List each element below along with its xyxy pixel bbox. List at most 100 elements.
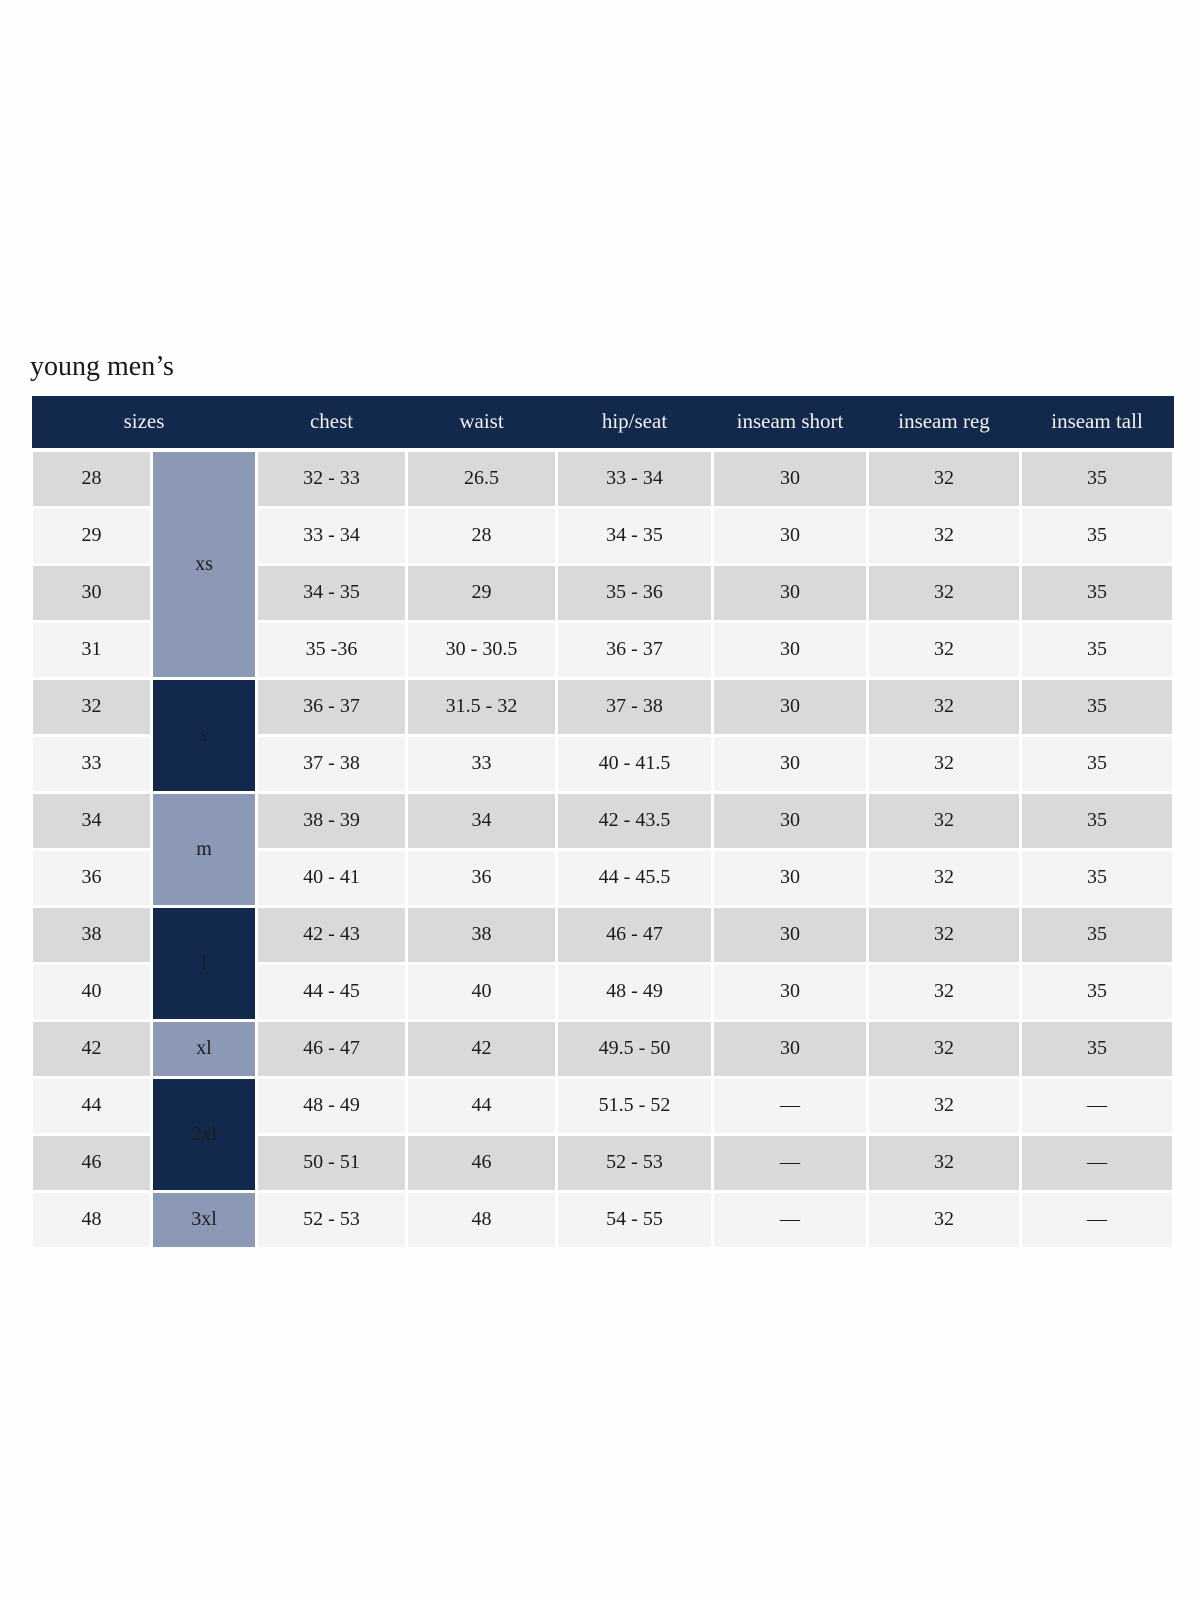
- cell-waist: 46: [405, 1132, 559, 1193]
- cell-inseam-short: 30: [711, 1018, 870, 1079]
- cell-chest: 32 - 33: [255, 448, 409, 509]
- cell-chest: 44 - 45: [255, 961, 409, 1022]
- col-header-waist: waist: [406, 395, 557, 452]
- cell-inseam-short: 30: [711, 733, 870, 794]
- size-group-l: l: [149, 904, 259, 1022]
- cell-inseam-tall: 35: [1019, 961, 1176, 1022]
- cell-inseam-tall: 35: [1019, 847, 1176, 908]
- table-row: 32 s 36 - 37 31.5 - 32 37 - 38 30 32 35: [30, 676, 1176, 794]
- cell-chest: 33 - 34: [255, 505, 409, 566]
- cell-inseam-short: —: [711, 1132, 870, 1193]
- cell-inseam-reg: 32: [866, 676, 1023, 737]
- cell-waist: 30 - 30.5: [405, 619, 559, 680]
- table-row: 42 xl 46 - 47 42 49.5 - 50 30 32 35: [30, 1018, 1176, 1079]
- size-chart-section: young men’s sizes chest waist hip/seat i…: [30, 350, 1176, 1250]
- cell-inseam-short: 30: [711, 562, 870, 623]
- cell-chest: 50 - 51: [255, 1132, 409, 1193]
- cell-inseam-reg: 32: [866, 847, 1023, 908]
- cell-hip-seat: 40 - 41.5: [555, 733, 715, 794]
- cell-inseam-reg: 32: [866, 562, 1023, 623]
- cell-inseam-reg: 32: [866, 448, 1023, 509]
- cell-inseam-short: —: [711, 1189, 870, 1250]
- table-row: 38 l 42 - 43 38 46 - 47 30 32 35: [30, 904, 1176, 1022]
- cell-hip-seat: 33 - 34: [555, 448, 715, 509]
- cell-inseam-short: 30: [711, 448, 870, 509]
- cell-inseam-short: 30: [711, 847, 870, 908]
- cell-inseam-tall: 35: [1019, 904, 1176, 965]
- cell-inseam-tall: 35: [1019, 790, 1176, 851]
- cell-size: 48: [30, 1189, 153, 1250]
- cell-waist: 26.5: [405, 448, 559, 509]
- cell-inseam-tall: 35: [1019, 676, 1176, 737]
- cell-hip-seat: 34 - 35: [555, 505, 715, 566]
- cell-chest: 35 -36: [255, 619, 409, 680]
- cell-size: 31: [30, 619, 153, 680]
- cell-size: 29: [30, 505, 153, 566]
- cell-chest: 48 - 49: [255, 1075, 409, 1136]
- size-group-m: m: [149, 790, 259, 908]
- cell-inseam-reg: 32: [866, 733, 1023, 794]
- cell-waist: 40: [405, 961, 559, 1022]
- cell-inseam-short: 30: [711, 505, 870, 566]
- col-header-chest: chest: [256, 395, 407, 452]
- table-row: 28 xs 32 - 33 26.5 33 - 34 30 32 35: [30, 448, 1176, 680]
- header-row: sizes chest waist hip/seat inseam short …: [31, 395, 1174, 452]
- table-row: 30 34 - 35 29 35 - 36 30 32 35: [30, 562, 1176, 623]
- size-group-xl: xl: [149, 1018, 259, 1079]
- cell-chest: 37 - 38: [255, 733, 409, 794]
- chart-title: young men’s: [30, 351, 174, 382]
- cell-chest: 34 - 35: [255, 562, 409, 623]
- cell-inseam-tall: 35: [1019, 505, 1176, 566]
- cell-waist: 42: [405, 1018, 559, 1079]
- cell-waist: 28: [405, 505, 559, 566]
- cell-hip-seat: 51.5 - 52: [555, 1075, 715, 1136]
- size-group-xs: xs: [149, 448, 259, 680]
- cell-inseam-reg: 32: [866, 1189, 1023, 1250]
- cell-inseam-reg: 32: [866, 505, 1023, 566]
- cell-waist: 38: [405, 904, 559, 965]
- cell-inseam-tall: 35: [1019, 562, 1176, 623]
- cell-inseam-reg: 32: [866, 1018, 1023, 1079]
- col-header-sizes: sizes: [31, 395, 257, 452]
- cell-waist: 29: [405, 562, 559, 623]
- cell-chest: 38 - 39: [255, 790, 409, 851]
- cell-hip-seat: 37 - 38: [555, 676, 715, 737]
- cell-hip-seat: 36 - 37: [555, 619, 715, 680]
- cell-chest: 52 - 53: [255, 1189, 409, 1250]
- cell-waist: 48: [405, 1189, 559, 1250]
- cell-inseam-reg: 32: [866, 904, 1023, 965]
- cell-chest: 46 - 47: [255, 1018, 409, 1079]
- cell-inseam-tall: 35: [1019, 448, 1176, 509]
- cell-size: 40: [30, 961, 153, 1022]
- cell-size: 44: [30, 1075, 153, 1136]
- cell-hip-seat: 48 - 49: [555, 961, 715, 1022]
- cell-hip-seat: 42 - 43.5: [555, 790, 715, 851]
- cell-inseam-tall: —: [1019, 1189, 1176, 1250]
- cell-size: 36: [30, 847, 153, 908]
- cell-hip-seat: 52 - 53: [555, 1132, 715, 1193]
- cell-size: 33: [30, 733, 153, 794]
- cell-hip-seat: 49.5 - 50: [555, 1018, 715, 1079]
- cell-inseam-tall: 35: [1019, 619, 1176, 680]
- cell-size: 30: [30, 562, 153, 623]
- col-header-hip-seat: hip/seat: [556, 395, 713, 452]
- cell-inseam-reg: 32: [866, 1132, 1023, 1193]
- cell-inseam-reg: 32: [866, 1075, 1023, 1136]
- cell-inseam-reg: 32: [866, 790, 1023, 851]
- cell-inseam-short: 30: [711, 961, 870, 1022]
- cell-size: 28: [30, 448, 153, 509]
- table-row: 46 50 - 51 46 52 - 53 — 32 —: [30, 1132, 1176, 1193]
- col-header-inseam-short: inseam short: [712, 395, 868, 452]
- cell-chest: 40 - 41: [255, 847, 409, 908]
- young-mens-size-table: sizes chest waist hip/seat inseam short …: [30, 395, 1176, 1250]
- table-row: 36 40 - 41 36 44 - 45.5 30 32 35: [30, 847, 1176, 908]
- cell-chest: 36 - 37: [255, 676, 409, 737]
- table-row: 31 35 -36 30 - 30.5 36 - 37 30 32 35: [30, 619, 1176, 680]
- cell-size: 46: [30, 1132, 153, 1193]
- table-row: 44 2xl 48 - 49 44 51.5 - 52 — 32 —: [30, 1075, 1176, 1193]
- table-row: 29 33 - 34 28 34 - 35 30 32 35: [30, 505, 1176, 566]
- cell-inseam-tall: —: [1019, 1075, 1176, 1136]
- cell-inseam-short: 30: [711, 790, 870, 851]
- cell-waist: 31.5 - 32: [405, 676, 559, 737]
